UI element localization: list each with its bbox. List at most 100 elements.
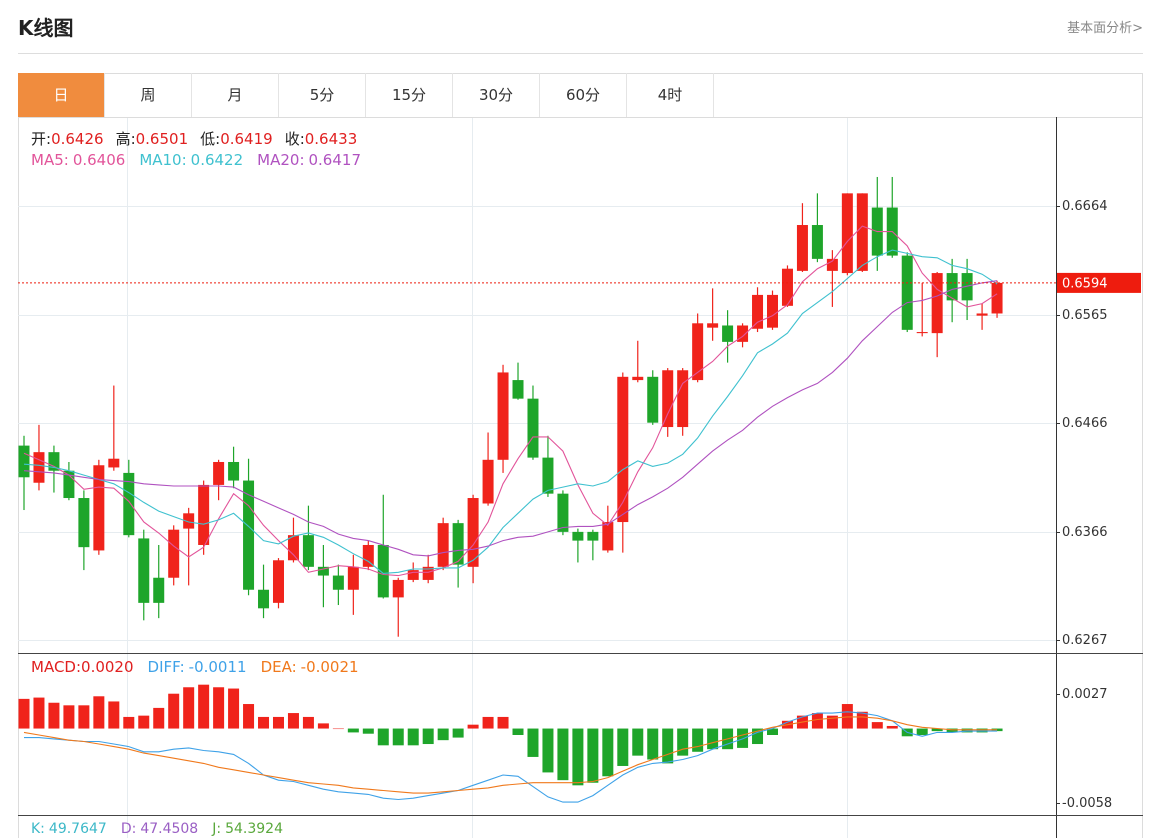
macd-bar	[317, 723, 329, 729]
ma-line	[23, 249, 998, 574]
macd-bar	[108, 701, 120, 729]
candle-body	[497, 372, 509, 460]
legend-value: 0.6406	[72, 151, 126, 169]
period-tab[interactable]: 60分	[540, 73, 627, 117]
info-label: 高:	[115, 130, 136, 148]
macd-bar	[931, 728, 943, 732]
legend-item: MA20: 0.6417	[257, 151, 361, 169]
macd-bar	[856, 711, 868, 729]
legend-label: MA5:	[31, 151, 69, 169]
macd-bar	[886, 725, 898, 729]
info-label: 收:	[284, 130, 305, 148]
candle-body	[168, 529, 180, 578]
candle-body	[946, 273, 958, 301]
legend-label: DEA:	[260, 658, 297, 676]
macd-bar	[228, 688, 240, 729]
macd-line	[24, 711, 998, 803]
candle-body	[287, 535, 299, 561]
macd-bar	[707, 728, 719, 750]
candle-body	[123, 472, 135, 536]
macd-bar	[572, 728, 584, 786]
period-tab[interactable]: 月	[192, 73, 279, 117]
macd-bar	[362, 728, 374, 734]
candle-body	[243, 480, 255, 590]
info-label: 开:	[31, 130, 52, 148]
macd-bar	[407, 728, 419, 746]
macd-bar	[512, 728, 524, 735]
period-tab[interactable]: 4时	[627, 73, 714, 117]
macd-bar	[18, 698, 30, 729]
candle-body	[302, 535, 314, 567]
macd-bar	[871, 722, 883, 729]
candle-body	[362, 544, 374, 567]
macd-bar	[617, 728, 629, 766]
candle-body	[752, 294, 764, 329]
period-tab[interactable]: 5分	[279, 73, 366, 117]
candle-body	[78, 498, 90, 548]
candle-body	[557, 493, 569, 532]
info-item: 高:0.6501	[116, 128, 189, 149]
candle-body	[542, 457, 554, 494]
period-tab[interactable]: 周	[105, 73, 192, 117]
legend-item: K: 49.7647	[31, 821, 107, 837]
legend-item: D: 47.4508	[121, 821, 198, 837]
macd-bar	[482, 716, 494, 729]
macd-bar	[153, 707, 165, 729]
period-tab[interactable]: 日	[18, 73, 105, 117]
ohlc-info: 开:0.6426 高:0.6501 低:0.6419 收:0.6433	[31, 128, 357, 149]
fundamental-link[interactable]: 基本面分析>	[1067, 21, 1143, 36]
legend-value: 0.6422	[190, 151, 244, 169]
macd-bar	[78, 705, 90, 729]
macd-bar	[33, 697, 45, 729]
legend-label: DIFF:	[147, 658, 185, 676]
macd-bar	[826, 715, 838, 729]
candle-body	[632, 376, 644, 381]
macd-bar	[198, 684, 210, 729]
candle-body	[482, 459, 494, 504]
last-price-label: 0.6594	[1062, 276, 1108, 291]
candle-body	[617, 376, 629, 523]
macd-bar	[811, 713, 823, 729]
macd-bar	[976, 728, 988, 733]
candle-body	[796, 225, 808, 271]
candle-body	[856, 193, 868, 271]
ma-line	[23, 280, 998, 557]
y-tick-label: 0.6565	[1062, 308, 1108, 323]
legend-label: J:	[212, 821, 222, 837]
candle-body	[93, 465, 105, 551]
candle-body	[392, 579, 404, 598]
legend-label: D:	[120, 821, 137, 837]
macd-bar	[946, 728, 958, 733]
legend-label: K:	[31, 821, 45, 837]
macd-bar	[647, 728, 659, 760]
legend-value: 54.3924	[225, 821, 283, 837]
candle-body	[422, 566, 434, 580]
legend-item: DIFF: -0.0011	[148, 658, 247, 676]
y-tick-label: -0.0058	[1062, 796, 1112, 811]
info-value: 0.6433	[304, 130, 358, 148]
legend-value: -0.0021	[300, 658, 359, 676]
macd-bar	[437, 728, 449, 741]
candle-body	[183, 513, 195, 529]
candle-body	[138, 538, 150, 603]
y-tick-label: 0.6366	[1062, 525, 1108, 540]
ma-line	[23, 225, 998, 577]
macd-bar	[542, 728, 554, 773]
macd-bar	[737, 728, 749, 748]
info-item: 收:0.6433	[285, 128, 358, 149]
period-tab[interactable]: 15分	[366, 73, 453, 117]
candle-body	[602, 522, 614, 551]
y-tick-label: 0.6267	[1062, 633, 1108, 648]
y-tick-label: 0.0027	[1062, 687, 1108, 702]
legend-label: MACD:	[31, 658, 82, 676]
candle-body	[33, 452, 45, 483]
macd-bar	[123, 716, 135, 729]
legend-label: MA10:	[139, 151, 187, 169]
candle-body	[991, 282, 1003, 314]
candle-body	[527, 398, 539, 458]
period-tab[interactable]: 30分	[453, 73, 540, 117]
macd-bar	[243, 704, 255, 729]
macd-bar	[557, 728, 569, 781]
macd-bar	[332, 728, 344, 730]
